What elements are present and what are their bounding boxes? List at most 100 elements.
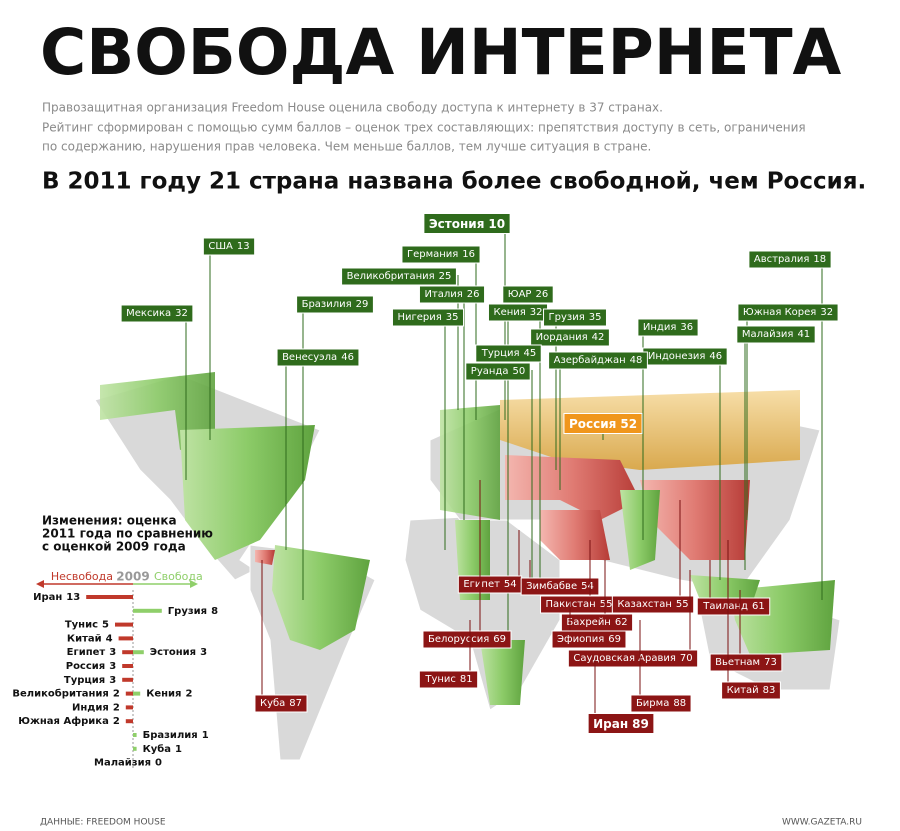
- change-value: 3: [109, 647, 116, 658]
- change-value: 2: [113, 689, 120, 700]
- label-text: Южная Корея 32: [743, 307, 833, 318]
- description: Правозащитная организация Freedom House …: [42, 101, 663, 115]
- country-label: Малайзия 41: [736, 325, 816, 344]
- country-name: Италия: [424, 289, 462, 300]
- country-score: 52: [620, 417, 637, 431]
- country-label: Индонезия 46: [642, 347, 728, 366]
- label-text: Пакистан 55: [546, 599, 613, 610]
- country-name: ЮАР: [508, 289, 532, 300]
- country-name: Куба: [143, 743, 171, 755]
- label-box: [736, 325, 816, 344]
- legend-left: Несвобода: [51, 570, 113, 583]
- country-label: Руанда 50: [465, 362, 531, 381]
- country-label: ЮАР 26: [502, 285, 554, 304]
- description: по содержанию, нарушения прав человека. …: [42, 140, 651, 154]
- label-text: Италия 26: [424, 289, 479, 300]
- country-name: Грузия: [549, 312, 585, 323]
- change-label: Тунис 5: [65, 620, 109, 631]
- country-score: 55: [676, 599, 689, 610]
- country-label: Вьетнам 73: [709, 653, 783, 672]
- label-box: [465, 362, 531, 381]
- change-title: с оценкой 2009 года: [42, 540, 186, 554]
- label-box: [748, 250, 832, 269]
- arrow-head: [190, 580, 198, 588]
- label-text: Руанда 50: [471, 366, 525, 377]
- country-name: Китай: [727, 685, 759, 696]
- label-text: Белоруссия 69: [428, 634, 506, 645]
- label-box: [567, 649, 699, 668]
- change-title: Изменения: оценка: [42, 514, 177, 528]
- country-score: 10: [488, 217, 505, 231]
- description: Рейтинг сформирован с помощью сумм балло…: [42, 121, 806, 135]
- country-score: 69: [608, 634, 621, 645]
- country-name: Малайзия: [94, 758, 151, 769]
- country-name: Германия: [407, 249, 458, 260]
- change-label: Египет 3: [67, 647, 117, 658]
- label-text: Египет 54: [463, 579, 516, 590]
- change-value: 8: [211, 606, 218, 617]
- change-value: 13: [66, 592, 80, 603]
- label-text: Бирма 88: [636, 698, 686, 709]
- label-box: [543, 308, 607, 327]
- country-score: 45: [523, 348, 536, 359]
- label-text: Венесуэла 46: [282, 352, 354, 363]
- label-box: [520, 577, 600, 596]
- change-label: Великобритания 2: [12, 688, 119, 700]
- label-text: Эстония 10: [429, 217, 505, 231]
- label-text: Бахрейн 62: [566, 617, 627, 628]
- country-name: Россия: [569, 417, 616, 431]
- country-label: Бразилия 29: [296, 295, 374, 314]
- country-name: Южная Африка: [18, 715, 109, 727]
- label-box: [254, 694, 308, 713]
- label-box: [475, 344, 542, 363]
- country-score: 25: [439, 271, 452, 282]
- label-box: [630, 694, 692, 713]
- country-label: Россия 52: [563, 413, 643, 434]
- country-score: 83: [763, 685, 776, 696]
- label-box: [391, 308, 465, 327]
- label-box: [341, 267, 457, 286]
- change-label: Китай 4: [67, 633, 113, 644]
- change-value: 3: [109, 675, 116, 686]
- country-name: Таиланд: [702, 601, 748, 612]
- label-text: Таиланд 61: [702, 601, 764, 612]
- change-bar: [86, 595, 133, 599]
- label-box: [737, 303, 839, 322]
- country-name: Мексика: [126, 308, 171, 319]
- country-name: Тунис: [424, 674, 456, 685]
- country-name: Австралия: [754, 254, 809, 265]
- country-name: Кения: [493, 307, 525, 318]
- label-text: США 13: [208, 241, 249, 252]
- change-value: 2: [113, 716, 120, 727]
- title: СВОБОДА ИНТЕРНЕТА: [40, 16, 842, 89]
- country-score: 89: [632, 717, 649, 731]
- country-label: Индия 36: [637, 318, 699, 337]
- country-name: Эфиопия: [557, 634, 604, 645]
- change-bar: [133, 650, 144, 655]
- change-bar: [133, 733, 137, 737]
- source: ДАННЫЕ: FREEDOM HOUSE: [40, 818, 166, 828]
- label-box: [202, 237, 256, 256]
- country-label: Казахстан 55: [611, 595, 695, 614]
- country-label: Таиланд 61: [696, 597, 771, 616]
- country-label: Грузия 35: [543, 308, 607, 327]
- change-value: 1: [175, 744, 182, 755]
- country-name: Малайзия: [742, 329, 794, 340]
- country-score: 70: [680, 653, 693, 664]
- country-label: Кения 32: [487, 303, 549, 322]
- change-bar: [122, 677, 133, 682]
- country-name: Вьетнам: [715, 657, 760, 668]
- label-text: Вьетнам 73: [715, 657, 777, 668]
- country-name: США: [208, 241, 233, 252]
- change-value: 3: [109, 661, 116, 672]
- label-box: [502, 285, 554, 304]
- country-score: 54: [581, 581, 594, 592]
- change-bar: [115, 622, 133, 627]
- country-label: Австралия 18: [748, 250, 832, 269]
- label-box: [418, 670, 479, 689]
- country-name: Иран: [33, 592, 62, 603]
- country-name: Венесуэла: [282, 352, 337, 363]
- country-score: 69: [493, 634, 506, 645]
- label-text: Иран 89: [593, 717, 649, 731]
- label-box: [418, 285, 486, 304]
